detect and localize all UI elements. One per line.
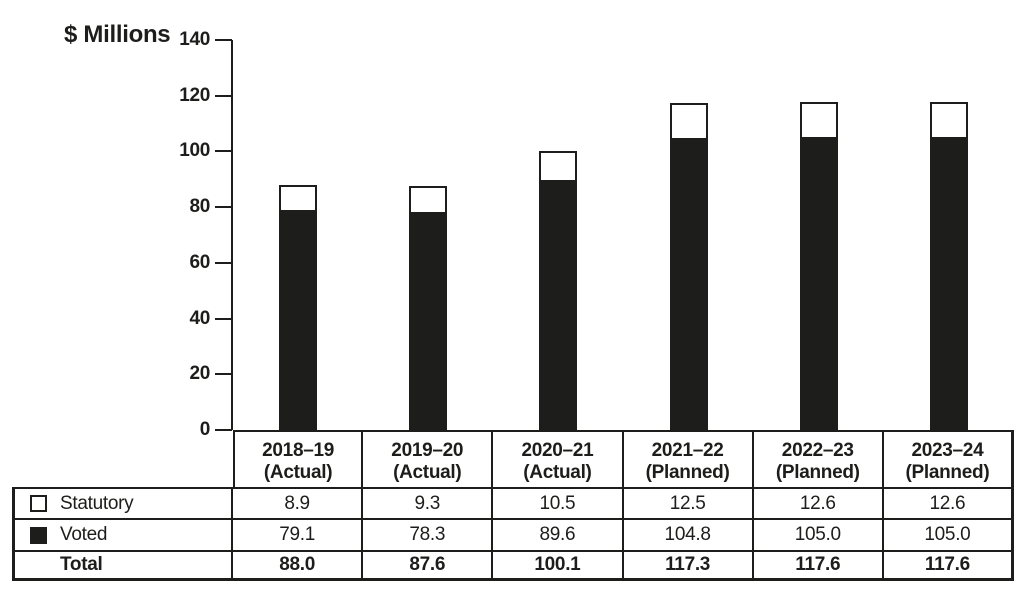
- statutory-value-2020-21: 10.5: [493, 487, 624, 520]
- bar-2023-24: [929, 102, 968, 430]
- total-value-2022-23: 117.6: [753, 552, 884, 581]
- y-tick-mark: [215, 262, 232, 264]
- total-value-2021-22: 117.3: [623, 552, 754, 581]
- voted-segment: [801, 137, 836, 428]
- row-label-voted: Voted: [12, 520, 233, 552]
- statutory-value-2023-24: 12.6: [883, 487, 1014, 520]
- voted-value-2018-19: 79.1: [233, 520, 364, 552]
- y-tick-label: 0: [199, 419, 211, 440]
- total-value-2020-21: 100.1: [493, 552, 624, 581]
- row-label-text: Voted: [60, 524, 108, 545]
- y-tick-label: 60: [189, 252, 210, 273]
- column-header-line2: (Actual): [263, 461, 333, 483]
- voted-legend-swatch-icon: [30, 526, 47, 544]
- voted-value-2020-21: 89.6: [493, 520, 624, 552]
- column-header-line1: 2018–19: [262, 439, 335, 461]
- voted-value-2021-22: 104.8: [623, 520, 754, 552]
- statutory-legend-swatch-icon: [30, 495, 47, 512]
- total-value-2023-24: 117.6: [883, 552, 1014, 581]
- column-header-line1: 2022–23: [781, 439, 854, 461]
- bar-2018-19: [279, 184, 318, 430]
- y-tick-label: 20: [189, 363, 210, 384]
- bar-2020-21: [539, 151, 578, 430]
- y-axis-line: [231, 40, 233, 430]
- statutory-value-2018-19: 8.9: [233, 487, 364, 520]
- voted-segment: [541, 180, 576, 428]
- voted-segment: [931, 137, 966, 428]
- y-tick-mark: [215, 373, 232, 375]
- statutory-value-2019-20: 9.3: [363, 487, 494, 520]
- y-tick-mark: [215, 429, 232, 431]
- y-tick-mark: [215, 150, 232, 152]
- voted-segment: [281, 209, 316, 428]
- y-tick-label: 140: [179, 29, 210, 50]
- row-label-text: Statutory: [60, 492, 134, 514]
- y-tick-label: 120: [179, 85, 210, 106]
- column-header-line1: 2023–24: [911, 439, 984, 461]
- statutory-value-2022-23: 12.6: [753, 487, 884, 520]
- total-value-2019-20: 87.6: [363, 552, 494, 581]
- y-tick-mark: [215, 318, 232, 320]
- column-header-2023-24: 2023–24 (Planned): [883, 430, 1014, 487]
- column-header-2022-23: 2022–23 (Planned): [753, 430, 884, 487]
- bar-2021-22: [669, 103, 708, 430]
- column-header-line2: (Actual): [523, 461, 592, 483]
- y-tick-mark: [215, 206, 232, 208]
- voted-value-2022-23: 105.0: [753, 520, 884, 552]
- row-label-total: Total: [12, 552, 233, 581]
- y-tick-label: 100: [179, 140, 210, 161]
- voted-segment: [671, 138, 706, 428]
- column-header-line2: (Planned): [905, 461, 990, 483]
- column-header-line1: 2021–22: [651, 439, 724, 461]
- y-tick-label: 40: [189, 308, 210, 329]
- bar-2019-20: [409, 186, 448, 430]
- statutory-value-2021-22: 12.5: [623, 487, 754, 520]
- column-header-2019-20: 2019–20 (Actual): [363, 430, 494, 487]
- column-header-line1: 2020–21: [521, 439, 594, 461]
- header-spacer: [12, 430, 233, 487]
- voted-value-2023-24: 105.0: [883, 520, 1014, 552]
- voted-segment: [411, 211, 446, 428]
- total-value-2018-19: 88.0: [233, 552, 364, 581]
- column-header-line2: (Planned): [775, 461, 860, 483]
- y-tick-mark: [215, 39, 232, 41]
- column-header-line1: 2019–20: [391, 439, 464, 461]
- column-header-line2: (Planned): [645, 461, 730, 483]
- bar-2022-23: [799, 102, 838, 430]
- column-header-2021-22: 2021–22 (Planned): [623, 430, 754, 487]
- y-tick-label: 80: [189, 196, 210, 217]
- column-header-2020-21: 2020–21 (Actual): [493, 430, 624, 487]
- column-header-line2: (Actual): [393, 461, 462, 483]
- y-tick-mark: [215, 95, 232, 97]
- data-table: 2018–19 (Actual) 2019–20 (Actual) 2020–2…: [12, 430, 1014, 581]
- voted-value-2019-20: 78.3: [363, 520, 494, 552]
- column-header-2018-19: 2018–19 (Actual): [233, 430, 364, 487]
- row-label-statutory: Statutory: [12, 487, 233, 520]
- y-axis-label: $ Millions: [64, 21, 171, 48]
